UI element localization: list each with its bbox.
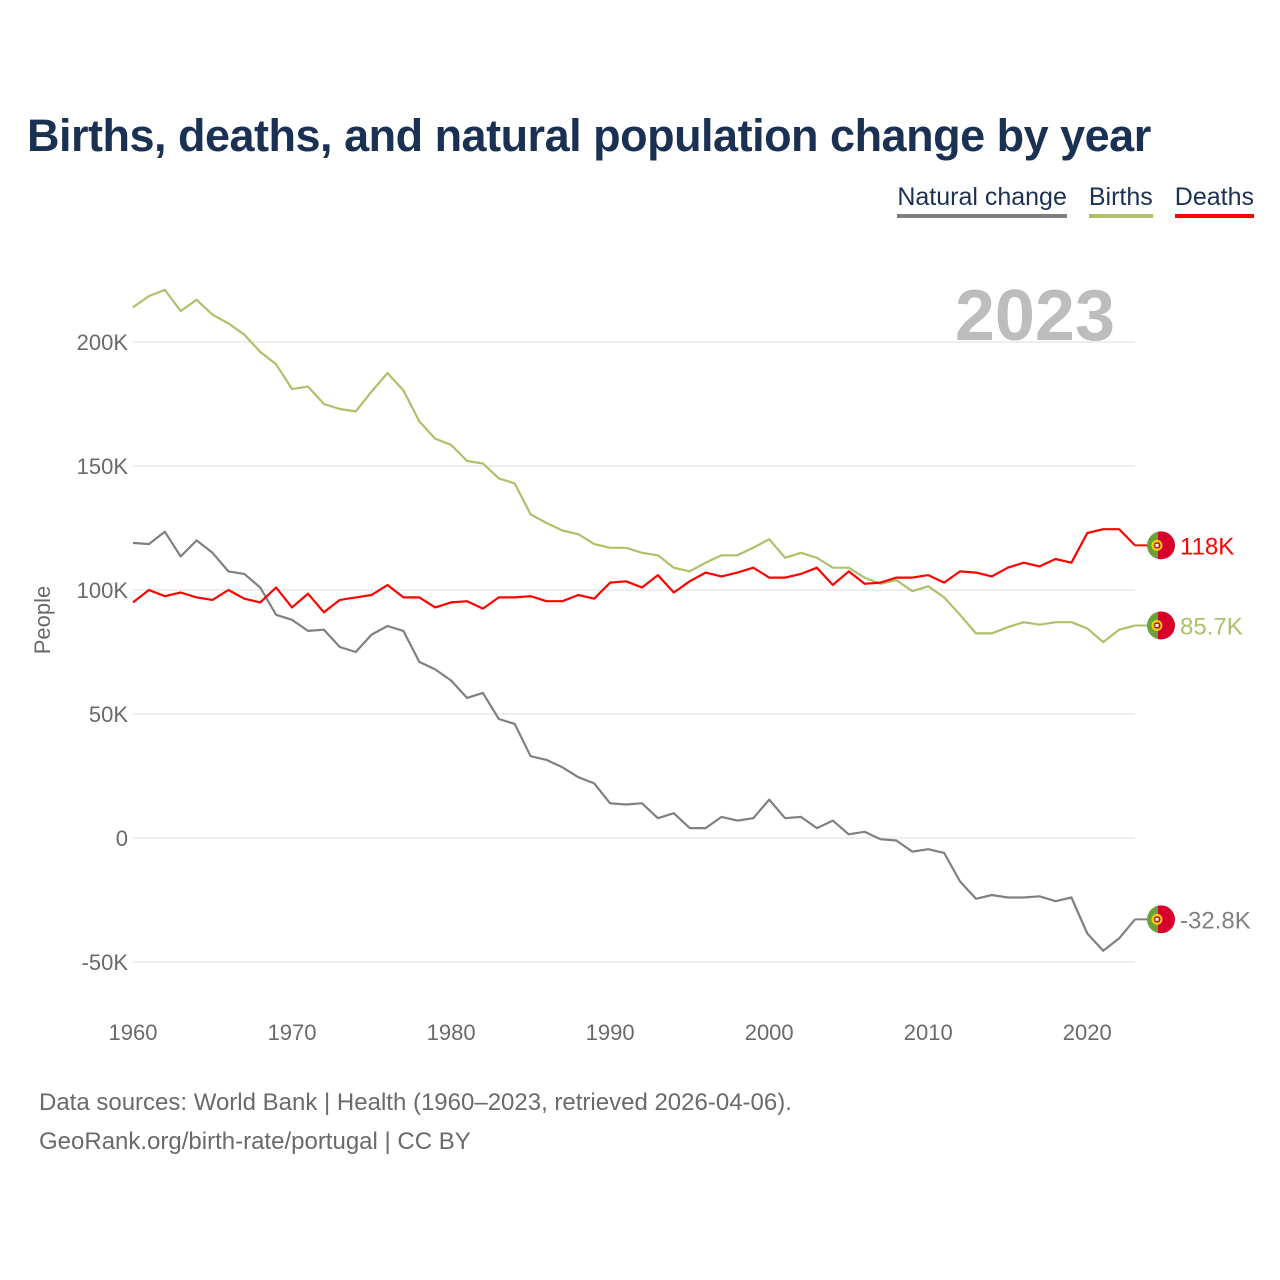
footer-sources: Data sources: World Bank | Health (1960–… (39, 1089, 792, 1116)
legend-births[interactable]: Births (1088, 183, 1153, 218)
legend: Natural change Births Deaths (897, 183, 1254, 218)
x-tick-label: 1980 (427, 1020, 476, 1045)
end-value-label: 85.7K (1180, 613, 1243, 640)
legend-natural-change[interactable]: Natural change (897, 183, 1067, 218)
year-watermark: 2023 (955, 276, 1115, 356)
x-tick-label: 1990 (586, 1020, 635, 1045)
y-tick-label: 200K (77, 330, 129, 355)
series-line-births (132, 288, 1136, 644)
y-tick-label: -50K (82, 950, 129, 975)
y-tick-label: 150K (77, 454, 129, 479)
y-tick-label: 0 (116, 826, 128, 851)
x-tick-label: 2010 (904, 1020, 953, 1045)
portugal-flag-icon (1147, 611, 1175, 640)
legend-deaths[interactable]: Deaths (1174, 183, 1254, 218)
end-value-label: 118K (1180, 533, 1234, 560)
portugal-flag-icon (1147, 905, 1175, 934)
x-tick-label: 1960 (109, 1020, 158, 1045)
x-tick-label: 2000 (745, 1020, 794, 1045)
footer-link[interactable]: GeoRank.org/birth-rate/portugal | CC BY (39, 1128, 471, 1155)
y-tick-label: 100K (77, 578, 129, 603)
series-line-deaths (132, 528, 1136, 614)
portugal-flag-icon (1147, 531, 1175, 560)
x-tick-label: 1970 (268, 1020, 317, 1045)
end-value-label: -32.8K (1180, 907, 1251, 934)
y-axis-label: People (30, 586, 55, 655)
y-tick-label: 50K (89, 702, 128, 727)
series-line-natural-change (132, 530, 1136, 952)
x-tick-label: 2020 (1063, 1020, 1112, 1045)
chart-title: Births, deaths, and natural population c… (27, 110, 1151, 161)
